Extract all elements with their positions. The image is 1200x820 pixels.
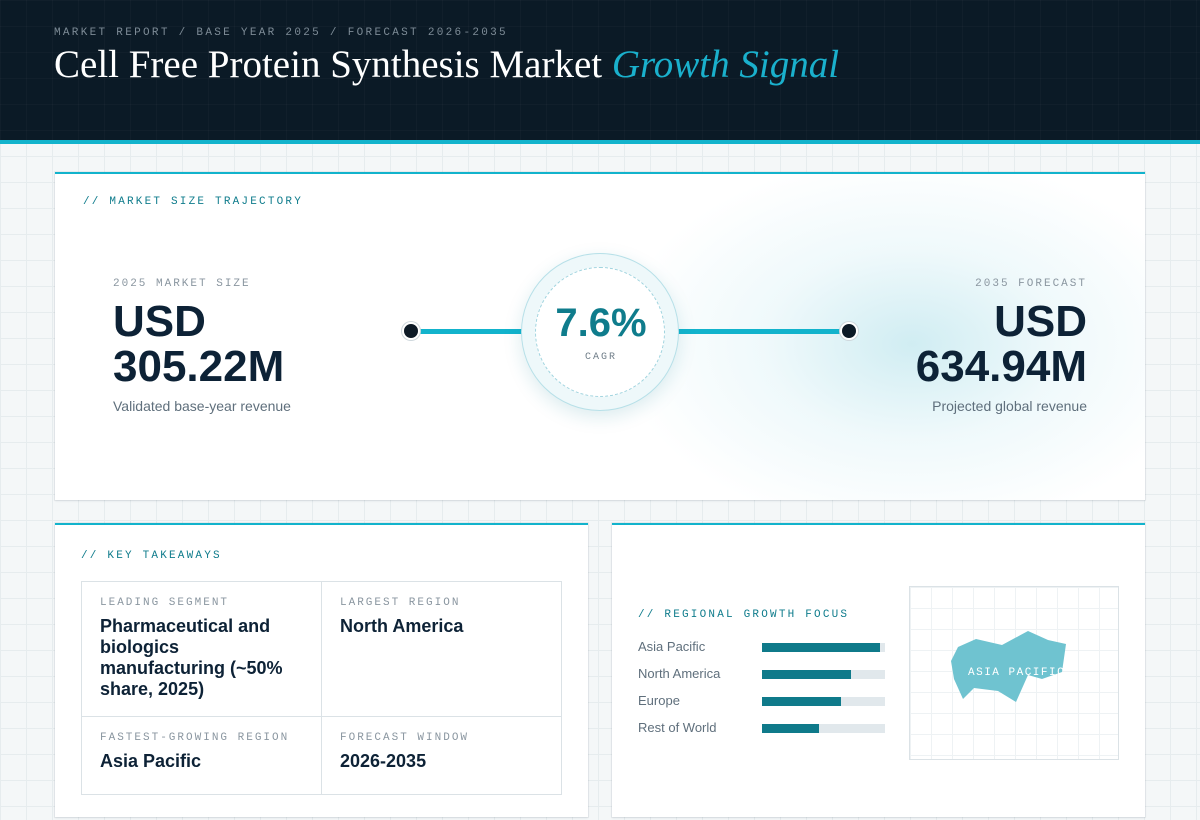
takeaway-label: FASTEST-GROWING REGION	[100, 732, 290, 744]
map-label: ASIA PACIFIC	[968, 667, 1066, 679]
cagr-badge: 7.6% CAGR	[521, 253, 679, 411]
forecast-label: 2035 FORECAST	[975, 278, 1087, 290]
region-row-north-america: North America	[638, 666, 888, 682]
asia-pacific-shape	[951, 631, 1066, 702]
cagr-value: 7.6%	[555, 301, 647, 345]
region-bar-track	[762, 670, 885, 679]
page-title-main: Cell Free Protein Synthesis Market	[54, 43, 603, 86]
forecast-value: USD 634.94M	[916, 299, 1087, 389]
base-year-label: 2025 MARKET SIZE	[113, 278, 251, 290]
region-row-europe: Europe	[638, 693, 888, 709]
grid-divider-vertical	[321, 582, 322, 794]
takeaway-forecast-window: FORECAST WINDOW 2026-2035	[322, 717, 561, 794]
key-takeaways-card: // KEY TAKEAWAYS LEADING SEGMENT Pharmac…	[55, 523, 588, 817]
takeaway-value: Asia Pacific	[100, 751, 202, 771]
section-label-trajectory: // MARKET SIZE TRAJECTORY	[83, 196, 304, 208]
region-bar-fill	[762, 643, 881, 652]
takeaway-value: 2026-2035	[340, 751, 427, 771]
asia-pacific-map-icon	[951, 631, 1066, 702]
market-size-trajectory-card: // MARKET SIZE TRAJECTORY 2025 MARKET SI…	[55, 172, 1145, 500]
region-row-rest-of-world: Rest of World	[638, 720, 888, 736]
base-year-amount: 305.22M	[113, 342, 285, 391]
base-year-subtitle: Validated base-year revenue	[113, 398, 291, 414]
forecast-amount: 634.94M	[915, 342, 1087, 391]
region-bar-fill	[762, 670, 851, 679]
trajectory-line-left	[419, 329, 529, 334]
takeaway-value: Pharmaceutical and biologics manufacturi…	[100, 616, 283, 699]
breadcrumb: MARKET REPORT / BASE YEAR 2025 / FORECAS…	[54, 27, 508, 39]
region-row-asia-pacific: Asia Pacific	[638, 639, 888, 655]
takeaway-label: LEADING SEGMENT	[100, 597, 230, 609]
takeaway-value: North America	[340, 616, 464, 636]
trajectory-start-node	[402, 322, 420, 340]
forecast-currency: USD	[994, 297, 1087, 346]
region-bar-fill	[762, 697, 841, 706]
takeaway-largest-region: LARGEST REGION North America	[322, 582, 561, 716]
region-bar-track	[762, 697, 885, 706]
regional-growth-card: // REGIONAL GROWTH FOCUS Asia Pacific No…	[612, 523, 1145, 817]
region-bar-track	[762, 643, 885, 652]
trajectory-end-node	[840, 322, 858, 340]
region-map: ASIA PACIFIC	[909, 586, 1119, 760]
takeaway-fastest-growing-region: FASTEST-GROWING REGION Asia Pacific	[82, 717, 321, 794]
base-year-currency: USD	[113, 297, 206, 346]
takeaway-label: FORECAST WINDOW	[340, 732, 470, 744]
forecast-subtitle: Projected global revenue	[932, 398, 1087, 414]
region-name: Asia Pacific	[638, 639, 706, 654]
section-label-takeaways: // KEY TAKEAWAYS	[81, 550, 222, 562]
takeaways-grid: LEADING SEGMENT Pharmaceutical and biolo…	[81, 581, 562, 795]
takeaway-label: LARGEST REGION	[340, 597, 461, 609]
page-title: Cell Free Protein Synthesis Market Growt…	[54, 42, 839, 87]
region-bar-fill	[762, 724, 819, 733]
trajectory-line-right	[671, 329, 843, 334]
cagr-badge-inner: 7.6% CAGR	[535, 267, 665, 397]
takeaway-leading-segment: LEADING SEGMENT Pharmaceutical and biolo…	[82, 582, 321, 716]
region-name: Europe	[638, 693, 680, 708]
page-title-accent: Growth Signal	[611, 43, 840, 86]
base-year-value: USD 305.22M	[113, 299, 284, 389]
grid-divider-horizontal	[82, 716, 561, 717]
region-bar-track	[762, 724, 885, 733]
region-name: Rest of World	[638, 720, 717, 735]
cagr-label: CAGR	[584, 352, 617, 363]
page-header: MARKET REPORT / BASE YEAR 2025 / FORECAS…	[0, 0, 1200, 144]
region-name: North America	[638, 666, 721, 681]
section-label-regional: // REGIONAL GROWTH FOCUS	[638, 609, 850, 621]
